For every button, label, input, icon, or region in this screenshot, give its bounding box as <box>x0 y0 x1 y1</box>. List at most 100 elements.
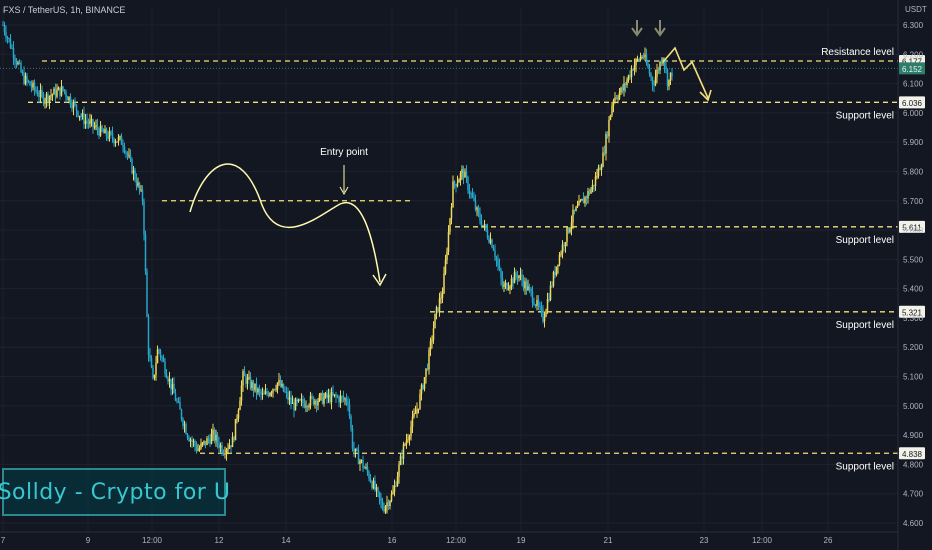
time-tick-label: 19 <box>517 536 526 545</box>
candle-body <box>36 91 39 96</box>
candle-body <box>354 448 357 452</box>
candle-body <box>96 125 99 131</box>
candle-body <box>290 397 292 404</box>
candle-body <box>468 190 471 194</box>
candle-body <box>30 85 33 88</box>
time-tick-label: 9 <box>86 536 91 545</box>
candle-body <box>467 177 469 191</box>
candle-body <box>291 402 294 404</box>
candle-body <box>71 105 73 109</box>
candle-body <box>528 286 531 289</box>
time-tick-label: 12:00 <box>446 536 467 545</box>
candle-body <box>72 102 75 109</box>
candle-body <box>465 171 468 178</box>
candle-body <box>120 136 123 145</box>
candle-body <box>434 313 436 329</box>
candle-body <box>314 400 316 405</box>
candle-body <box>134 170 136 180</box>
candle-body <box>255 383 258 393</box>
candle-body <box>617 98 619 100</box>
candle-body <box>440 297 442 299</box>
candle-body <box>410 426 412 437</box>
candle-body <box>513 272 516 284</box>
level-label: Resistance level <box>821 47 894 58</box>
candle-body <box>227 448 229 450</box>
candle-body <box>231 437 234 448</box>
candle-body <box>216 434 219 443</box>
candle-body <box>507 288 510 290</box>
price-tick-label: 6.200 <box>903 50 924 59</box>
candle-body <box>633 65 636 71</box>
price-tick-label: 4.800 <box>903 460 924 469</box>
candle-body <box>309 395 312 406</box>
candle-body <box>284 391 286 393</box>
candle-body <box>285 391 288 393</box>
candle-body <box>452 181 454 208</box>
candle-body <box>531 291 534 303</box>
candle-body <box>206 438 208 445</box>
candle-body <box>53 88 55 95</box>
candle-body <box>383 508 385 512</box>
candle-body <box>510 278 513 287</box>
candle-body <box>92 119 94 127</box>
level-price-tag <box>899 447 925 460</box>
candle-body <box>129 155 132 159</box>
candle-body <box>371 481 373 489</box>
candle-body <box>518 275 520 279</box>
candle-body <box>264 391 267 394</box>
candle-body <box>671 72 673 77</box>
candle-body <box>5 31 7 38</box>
candle-body <box>663 58 666 67</box>
candle-body <box>135 179 138 186</box>
candle-body <box>656 69 658 77</box>
candle-body <box>407 439 409 441</box>
candle-body <box>647 63 649 68</box>
candle-body <box>347 402 349 405</box>
candle-body <box>185 424 187 435</box>
candle-body <box>90 119 93 121</box>
candle-body <box>443 273 445 294</box>
candle-body <box>189 439 192 442</box>
candle-body <box>38 95 40 97</box>
candle-body <box>32 82 34 88</box>
candle-body <box>146 271 148 317</box>
candle-body <box>542 309 544 322</box>
candle-body <box>480 220 483 227</box>
candle-body <box>63 89 66 92</box>
candle-body <box>312 397 315 405</box>
candle-body <box>419 393 421 409</box>
down-arrow-marker-head <box>654 27 666 37</box>
candle-body <box>159 350 162 357</box>
candle-body <box>447 231 450 252</box>
candle-body <box>234 419 237 441</box>
candle-body <box>566 227 568 243</box>
level-price-tag <box>899 220 925 233</box>
candle-body <box>357 450 360 465</box>
candle-body <box>455 184 457 187</box>
candle-body <box>362 460 364 468</box>
candle-body <box>297 399 300 402</box>
candle-body <box>69 96 72 106</box>
symbol-header[interactable]: FXS / TetherUS, 1h, BINANCE <box>3 5 126 15</box>
candle-body <box>113 138 115 144</box>
candle-body <box>549 285 552 301</box>
candle-body <box>279 379 282 387</box>
candle-body <box>222 453 225 455</box>
candle-body <box>156 349 159 364</box>
candle-body <box>356 448 358 451</box>
candle-body <box>320 393 322 395</box>
candle-body <box>609 115 612 120</box>
candle-body <box>180 409 183 420</box>
candle-body <box>642 56 645 58</box>
candle-body <box>470 193 472 195</box>
candle-body <box>608 119 610 137</box>
candle-body <box>557 264 559 267</box>
candle-body <box>611 105 613 116</box>
candle-body <box>248 377 250 379</box>
candle-body <box>381 501 384 509</box>
grid <box>0 8 898 532</box>
candle-body <box>20 62 22 72</box>
candle-body <box>506 283 508 290</box>
